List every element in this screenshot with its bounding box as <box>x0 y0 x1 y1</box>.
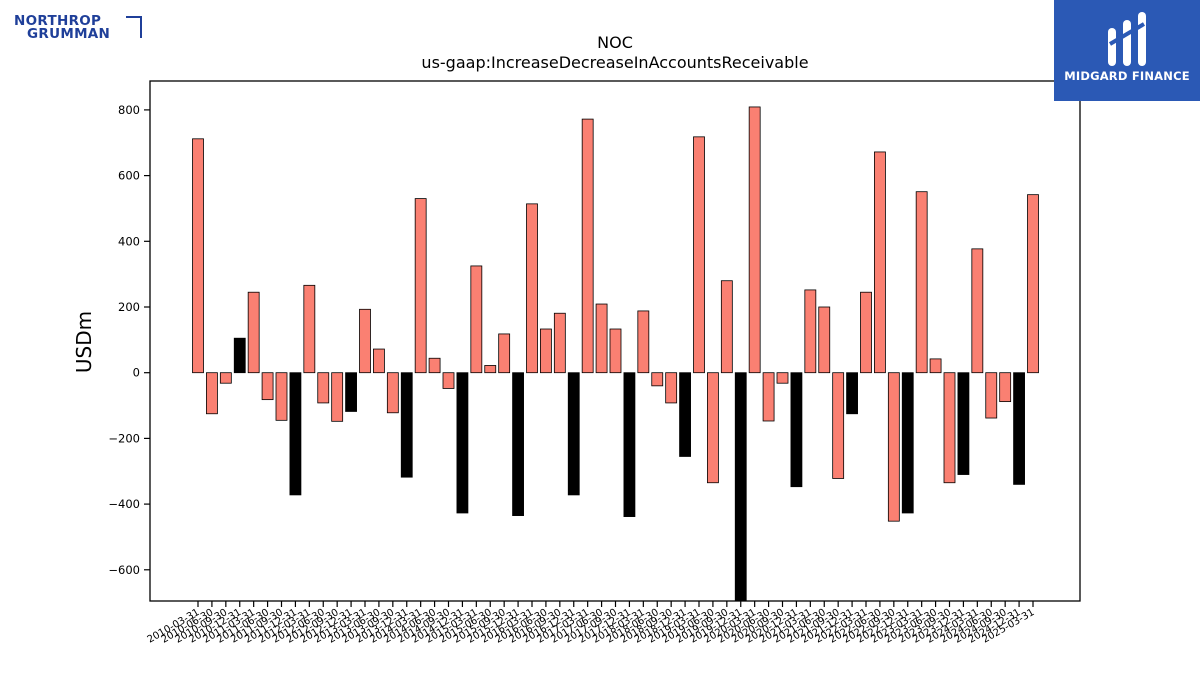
bar-2012-12-31 <box>345 372 357 412</box>
bar-2017-06-30 <box>595 303 608 374</box>
bar-2014-12-31 <box>456 372 469 514</box>
y-tick-label: −600 <box>108 563 140 577</box>
y-axis-label: USDm <box>72 311 96 373</box>
bar-2012-06-30 <box>317 372 330 404</box>
y-tick-label: 400 <box>118 234 140 248</box>
bar-2012-03-31 <box>303 284 316 374</box>
bar-2024-09-30 <box>999 372 1012 403</box>
bar-2014-03-31 <box>414 198 427 374</box>
logo-text-line1: NORTHROP <box>14 13 102 29</box>
bar-2019-09-30 <box>720 280 733 374</box>
bar-2017-09-30 <box>609 328 622 374</box>
chart-title: NOC <box>597 33 633 52</box>
bar-2022-09-30 <box>887 372 900 522</box>
bar-2021-03-31 <box>804 289 817 374</box>
bar-2023-06-30 <box>929 358 942 374</box>
bar-2021-06-30 <box>818 306 831 374</box>
bar-2018-09-30 <box>665 372 678 404</box>
bars-group <box>192 106 1039 602</box>
midgard-name: MIDGARD FINANCE <box>1064 69 1190 83</box>
bar-2020-03-31 <box>748 106 761 374</box>
bar-2019-03-31 <box>693 136 705 374</box>
y-tick-label: 200 <box>118 300 140 314</box>
bar-2024-12-31 <box>1013 372 1025 485</box>
bar-2022-12-31 <box>901 372 914 514</box>
y-tick-label: 800 <box>118 103 140 117</box>
bar-2023-03-31 <box>915 191 928 374</box>
x-axis: 2010-03-312010-06-302010-09-302010-12-31… <box>146 601 1037 646</box>
bar-2010-12-31 <box>233 337 246 374</box>
bar-2015-06-30 <box>484 365 497 374</box>
y-tick-label: −200 <box>108 431 140 445</box>
bar-2011-09-30 <box>275 372 288 421</box>
bar-2019-12-31 <box>734 372 747 602</box>
bar-2013-09-30 <box>386 372 399 414</box>
bar-2016-09-30 <box>553 312 566 374</box>
bar-2015-12-31 <box>512 372 524 516</box>
bar-2022-06-30 <box>874 151 886 374</box>
bar-2017-03-31 <box>581 118 594 374</box>
bar-2018-06-30 <box>651 372 664 387</box>
bar-2013-06-30 <box>373 348 385 374</box>
bar-2010-06-30 <box>206 372 218 415</box>
midgard-mark-icon <box>1108 12 1146 66</box>
bar-2011-06-30 <box>261 372 274 401</box>
bar-2017-12-31 <box>623 372 636 517</box>
y-tick-label: 600 <box>118 169 140 183</box>
bar-2023-09-30 <box>943 372 956 484</box>
northrop-grumman-logo: NORTHROP GRUMMAN <box>14 13 142 44</box>
bar-2023-12-31 <box>957 372 970 475</box>
bar-2020-09-30 <box>776 372 789 384</box>
bar-2024-03-31 <box>971 248 984 374</box>
bar-2010-03-31 <box>192 138 204 374</box>
logo-bracket-icon <box>126 16 142 38</box>
bar-2013-03-31 <box>359 308 371 374</box>
bar-2020-12-31 <box>790 372 803 488</box>
bar-2020-06-30 <box>762 372 775 422</box>
bar-2025-03-31 <box>1027 194 1039 374</box>
bar-2018-03-31 <box>637 310 650 374</box>
y-tick-label: −400 <box>108 497 140 511</box>
plot-frame <box>149 80 1081 602</box>
y-tick-label: 0 <box>133 366 140 380</box>
bar-2018-12-31 <box>679 372 691 457</box>
bar-2011-03-31 <box>247 291 260 374</box>
bar-2014-06-30 <box>428 357 441 374</box>
bar-2021-09-30 <box>832 372 845 479</box>
bar-2016-06-30 <box>540 328 552 374</box>
bar-2016-12-31 <box>567 372 580 496</box>
bar-2013-12-31 <box>400 372 413 478</box>
bar-2015-09-30 <box>498 333 511 374</box>
bar-2012-09-30 <box>331 372 344 422</box>
midgard-finance-logo: MIDGARD FINANCE <box>1054 0 1200 101</box>
y-axis: −600 −400 −200 0 200 400 600 800 <box>108 103 150 577</box>
bar-2015-03-31 <box>470 265 483 374</box>
bar-2011-12-31 <box>289 372 302 496</box>
bar-2014-09-30 <box>442 372 455 389</box>
bar-2019-06-30 <box>707 372 719 484</box>
bar-2016-03-31 <box>526 203 538 374</box>
bar-2022-03-31 <box>860 291 872 374</box>
bar-2021-12-31 <box>846 372 858 415</box>
bar-2010-09-30 <box>219 372 232 384</box>
chart-subtitle: us-gaap:IncreaseDecreaseInAccountsReceiv… <box>421 53 808 72</box>
logo-text-line2: GRUMMAN <box>27 26 111 42</box>
bar-2024-06-30 <box>985 372 998 419</box>
